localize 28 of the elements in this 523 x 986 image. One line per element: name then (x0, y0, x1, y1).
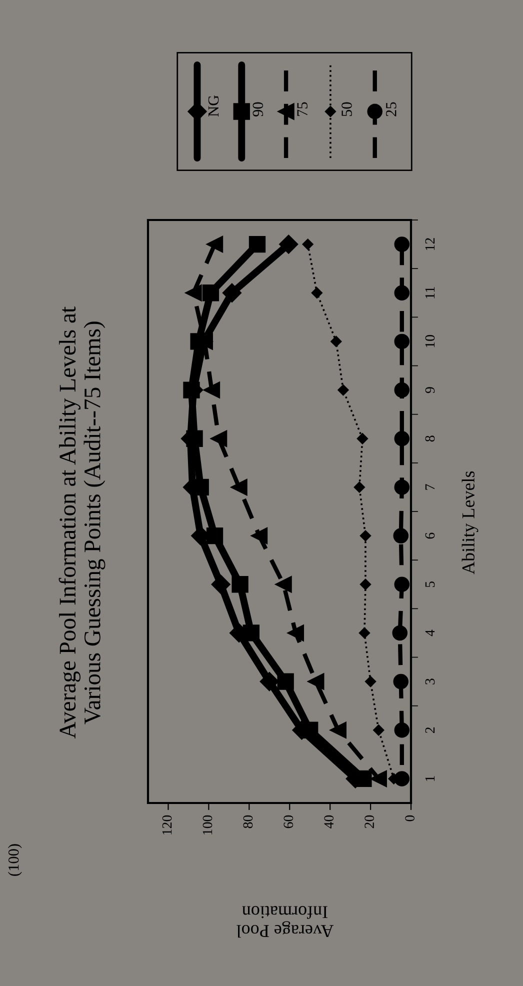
text: Average Pool Information at Ability Levels at Various Guessing Points (Audit--75 Items) (58, 306, 106, 739)
y-tick-label: 6 (425, 532, 435, 539)
y-tick-label: 5 (425, 581, 435, 588)
legend-label: NG (208, 95, 219, 116)
legend-label: 90 (252, 102, 264, 116)
x-tick-label: 100 (202, 815, 212, 834)
x-tick-label: 80 (243, 815, 253, 828)
y-tick-label: 11 (425, 287, 435, 298)
legend-label: 75 (297, 102, 308, 116)
x-tick-label: 60 (284, 815, 294, 828)
y-tick-label: 4 (425, 630, 435, 636)
y-tick-label: 10 (425, 335, 435, 348)
y-tick-label: 8 (425, 436, 435, 442)
y-tick-label: 7 (425, 484, 435, 490)
y-tick-label: 9 (425, 387, 435, 394)
y-tick-label: 1 (425, 776, 435, 781)
y-tick-label: 2 (425, 727, 435, 733)
y-tick-label: 3 (425, 678, 435, 684)
x-tick-label: 120 (162, 815, 172, 834)
legend-label: 50 (342, 102, 352, 116)
legend-label: 25 (386, 102, 396, 116)
text: (100) (8, 844, 22, 876)
y-axis-title: Ability Levels (462, 471, 478, 574)
x-tick-label: 40 (324, 815, 334, 828)
x-tick-label: 20 (364, 815, 374, 828)
x-tick-label: 0 (405, 815, 414, 822)
y-tick-label: 12 (425, 238, 435, 250)
x-axis-title: Average Pool Information (236, 906, 334, 938)
